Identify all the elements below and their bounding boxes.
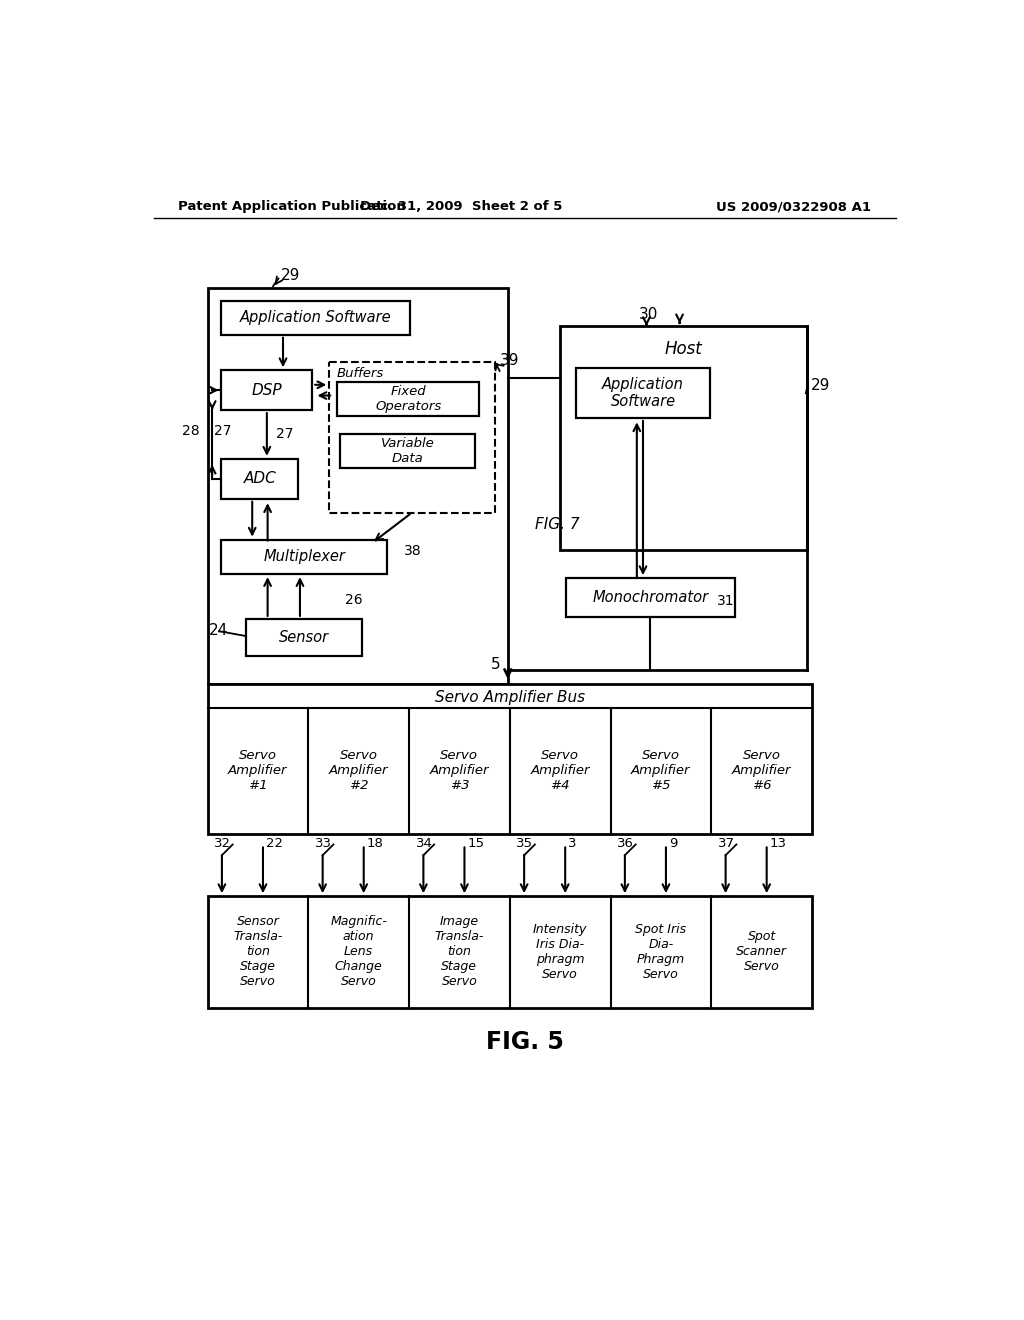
Text: 28: 28 [182,424,200,438]
Bar [337,381,479,416]
Text: Spot
Scanner
Servo: Spot Scanner Servo [736,931,787,973]
Bar [221,540,387,574]
Text: Servo
Amplifier
#2: Servo Amplifier #2 [329,750,388,792]
Bar [565,578,735,616]
Bar [208,288,508,684]
Text: 31: 31 [717,594,735,609]
Text: 34: 34 [416,837,432,850]
Text: 26: 26 [345,593,362,607]
Text: FIG. 5: FIG. 5 [485,1031,564,1055]
Text: 27: 27 [214,424,231,438]
Text: 36: 36 [617,837,634,850]
Bar [575,368,711,418]
Text: 9: 9 [669,837,678,850]
Text: 3: 3 [568,837,577,850]
Text: Patent Application Publication: Patent Application Publication [178,201,407,214]
Text: Buffers: Buffers [337,367,384,380]
Text: Magnific-
ation
Lens
Change
Servo: Magnific- ation Lens Change Servo [330,915,387,989]
Text: 18: 18 [367,837,384,850]
Text: FIG. 7: FIG. 7 [535,516,580,532]
Text: 33: 33 [315,837,332,850]
Bar [560,326,807,549]
Text: Spot Iris
Dia-
Phragm
Servo: Spot Iris Dia- Phragm Servo [635,923,686,981]
Text: Servo
Amplifier
#1: Servo Amplifier #1 [228,750,288,792]
Bar [330,363,495,512]
Text: Sensor: Sensor [279,630,329,645]
Text: Image
Transla-
tion
Stage
Servo: Image Transla- tion Stage Servo [435,915,484,989]
Text: 29: 29 [281,268,300,282]
Text: Sensor
Transla-
tion
Stage
Servo: Sensor Transla- tion Stage Servo [233,915,283,989]
Text: Application
Software: Application Software [602,376,684,409]
Text: 35: 35 [516,837,534,850]
Bar [221,459,298,499]
Text: 39: 39 [500,354,519,368]
Text: Servo
Amplifier
#6: Servo Amplifier #6 [732,750,792,792]
Bar [246,619,361,656]
Text: Fixed
Operators: Fixed Operators [375,384,441,413]
Bar [208,896,812,1007]
Text: 24: 24 [209,623,228,638]
Text: 13: 13 [770,837,786,850]
Text: Servo
Amplifier
#3: Servo Amplifier #3 [430,750,489,792]
Text: 5: 5 [490,657,501,672]
Text: 38: 38 [403,544,422,558]
Text: Dec. 31, 2009  Sheet 2 of 5: Dec. 31, 2009 Sheet 2 of 5 [360,201,563,214]
Text: Servo
Amplifier
#4: Servo Amplifier #4 [530,750,590,792]
Text: 15: 15 [468,837,484,850]
Text: DSP: DSP [252,383,283,397]
Text: 22: 22 [266,837,283,850]
Bar [221,370,312,411]
Bar [208,684,812,834]
Text: Intensity
Iris Dia-
phragm
Servo: Intensity Iris Dia- phragm Servo [532,923,588,981]
Bar [221,301,410,335]
Text: US 2009/0322908 A1: US 2009/0322908 A1 [717,201,871,214]
Text: 27: 27 [276,428,294,441]
Text: 37: 37 [718,837,735,850]
Text: Servo
Amplifier
#5: Servo Amplifier #5 [631,750,690,792]
Text: Variable
Data: Variable Data [381,437,434,465]
Text: Multiplexer: Multiplexer [263,549,345,565]
Text: Application Software: Application Software [240,310,391,325]
Bar [340,434,475,469]
Text: 30: 30 [639,308,658,322]
Text: ADC: ADC [244,471,276,486]
Text: Servo Amplifier Bus: Servo Amplifier Bus [435,690,585,705]
Text: Monochromator: Monochromator [592,590,709,605]
Text: Host: Host [665,341,702,358]
Text: 32: 32 [214,837,231,850]
Text: 29: 29 [810,378,829,393]
